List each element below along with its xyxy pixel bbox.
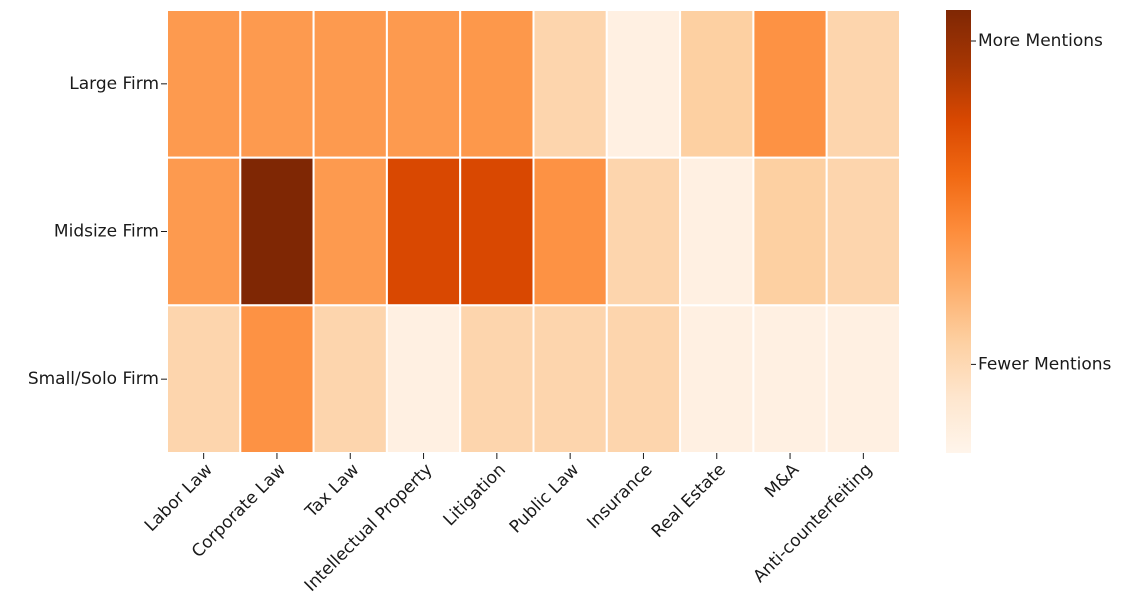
heatmap-cell-midsize-firm-anti-counterfeiting <box>825 156 902 307</box>
heatmap-cell-large-firm-m-a <box>752 9 828 159</box>
heatmap-cell-small-solo-firm-public-law <box>532 304 608 455</box>
colorbar-label-more-mentions: More Mentions <box>978 31 1103 51</box>
heatmap-cell-large-firm-insurance <box>605 9 682 159</box>
colorbar-label-fewer-mentions: Fewer Mentions <box>978 354 1112 374</box>
heatmap-cell-large-firm-intellectual-property <box>385 9 462 159</box>
heatmap-cell-midsize-firm-labor-law <box>166 156 242 307</box>
heatmap-cells <box>166 9 902 455</box>
heatmap-cell-large-firm-corporate-law <box>239 9 315 159</box>
heatmap-cell-small-solo-firm-m-a <box>752 304 828 455</box>
heatmap-cell-large-firm-tax-law <box>312 9 388 159</box>
heatmap-cell-midsize-firm-m-a <box>752 156 828 307</box>
heatmap-cell-small-solo-firm-real-estate <box>679 304 755 455</box>
heatmap-cell-small-solo-firm-intellectual-property <box>385 304 462 455</box>
heatmap-cell-small-solo-firm-corporate-law <box>239 304 315 455</box>
heatmap-cell-small-solo-firm-labor-law <box>166 304 242 455</box>
column-label-public-law: Public Law <box>506 460 584 538</box>
heatmap-cell-midsize-firm-insurance <box>605 156 682 307</box>
column-label-m-a: M&A <box>761 460 803 502</box>
heatmap-cell-large-firm-anti-counterfeiting <box>825 9 902 159</box>
heatmap-cell-small-solo-firm-tax-law <box>312 304 388 455</box>
heatmap-cell-midsize-firm-public-law <box>532 156 608 307</box>
heatmap-cell-midsize-firm-real-estate <box>679 156 755 307</box>
heatmap-cell-small-solo-firm-insurance <box>605 304 682 455</box>
heatmap-cell-large-firm-public-law <box>532 9 608 159</box>
column-label-tax-law: Tax Law <box>301 460 363 522</box>
heatmap-cell-large-firm-real-estate <box>679 9 755 159</box>
column-label-insurance: Insurance <box>583 460 656 533</box>
row-label-midsize-firm: Midsize Firm <box>54 222 159 242</box>
row-labels: Large Firm Midsize Firm Small/Solo Firm <box>28 74 167 389</box>
colorbar: More Mentions Fewer Mentions <box>946 10 1112 453</box>
colorbar-gradient <box>946 10 971 453</box>
heatmap-cell-midsize-firm-tax-law <box>312 156 388 307</box>
row-label-large-firm: Large Firm <box>69 74 159 94</box>
heatmap-cell-large-firm-litigation <box>459 9 535 159</box>
column-label-real-estate: Real Estate <box>648 460 730 542</box>
heatmap-cell-midsize-firm-corporate-law <box>239 156 315 307</box>
column-label-labor-law: Labor Law <box>141 460 217 536</box>
row-label-small-solo-firm: Small/Solo Firm <box>28 369 159 389</box>
heatmap-cell-midsize-firm-litigation <box>459 156 535 307</box>
column-label-litigation: Litigation <box>440 460 510 530</box>
heatmap-cell-midsize-firm-intellectual-property <box>385 156 462 307</box>
heatmap-cell-small-solo-firm-anti-counterfeiting <box>825 304 902 455</box>
heatmap-cell-small-solo-firm-litigation <box>459 304 535 455</box>
column-label-intellectual-property: Intellectual Property <box>301 460 437 596</box>
heatmap-cell-large-firm-labor-law <box>166 9 242 159</box>
